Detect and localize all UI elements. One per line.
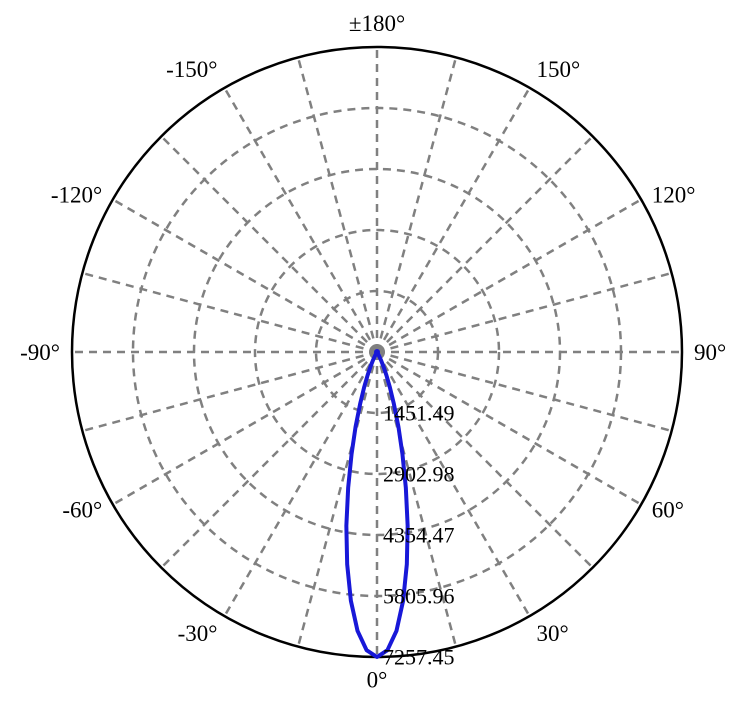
angle-tick-label: 120° bbox=[652, 183, 696, 208]
radial-tick-label: 1451.49 bbox=[383, 401, 455, 426]
polar-chart: 1451.49 2902.98 4354.47 5805.96 7257.45 ±180°… bbox=[0, 0, 755, 704]
angle-tick-label: 150° bbox=[537, 57, 581, 82]
angle-tick-label: 0° bbox=[367, 668, 388, 693]
radial-tick-label: 4354.47 bbox=[383, 523, 455, 548]
series-origin-dot bbox=[374, 349, 380, 355]
angle-tick-label: 60° bbox=[652, 498, 684, 523]
angle-tick-label: -120° bbox=[51, 183, 102, 208]
angle-tick-label: 30° bbox=[537, 621, 569, 646]
angle-tick-label: -60° bbox=[62, 498, 102, 523]
angle-tick-label: -150° bbox=[166, 57, 217, 82]
angle-tick-label: -90° bbox=[20, 340, 60, 365]
angle-tick-label: ±180° bbox=[349, 11, 405, 36]
radial-tick-label: 5805.96 bbox=[383, 584, 455, 609]
angle-tick-label: 90° bbox=[694, 340, 726, 365]
angle-tick-label: -30° bbox=[178, 621, 218, 646]
radial-tick-label: 7257.45 bbox=[383, 645, 455, 670]
radial-tick-label: 2902.98 bbox=[383, 462, 455, 487]
